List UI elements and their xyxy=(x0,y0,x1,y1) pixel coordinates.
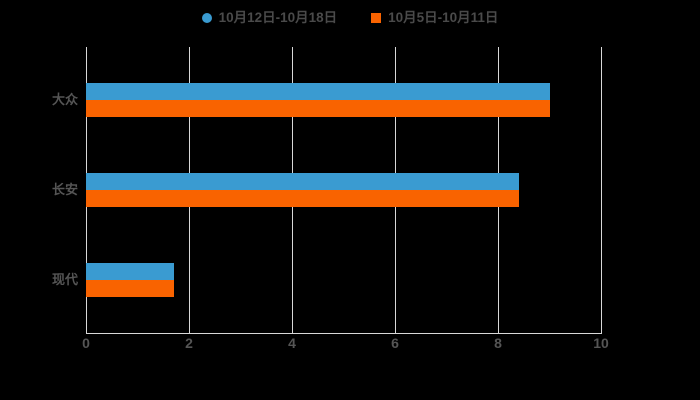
x-axis-tick-label-4: 8 xyxy=(494,335,502,351)
legend-circle-marker-icon xyxy=(201,13,212,23)
bar[interactable] xyxy=(86,263,174,280)
tick-mark xyxy=(86,326,87,333)
y-axis-label-0: 大众 xyxy=(51,92,78,107)
gridline xyxy=(601,47,602,333)
legend-label-series-1: 10月12日-10月18日 xyxy=(218,10,338,26)
y-axis-label-2: 现代 xyxy=(51,272,78,287)
tick-mark xyxy=(189,326,190,333)
x-axis-tick-label-5: 10 xyxy=(593,335,609,351)
legend-item-series-1[interactable]: 10月12日-10月18日 xyxy=(201,10,338,26)
chart-legend: 10月12日-10月18日 10月5日-10月11日 xyxy=(0,6,700,30)
y-axis-label-1: 长安 xyxy=(51,182,78,197)
legend-item-series-2[interactable]: 10月5日-10月11日 xyxy=(371,11,498,25)
tick-mark xyxy=(601,326,602,333)
x-axis-tick-label-1: 2 xyxy=(185,335,193,351)
bar[interactable] xyxy=(86,83,550,100)
tick-mark xyxy=(395,326,396,333)
legend-label-series-2: 10月5日-10月11日 xyxy=(388,10,499,26)
tick-mark xyxy=(292,326,293,333)
x-axis-tick-label-2: 4 xyxy=(288,335,296,351)
bar[interactable] xyxy=(86,280,174,297)
x-axis-line xyxy=(86,333,602,334)
legend-square-marker-icon xyxy=(371,13,382,23)
plot-area xyxy=(86,47,602,333)
bar[interactable] xyxy=(86,190,519,207)
bar[interactable] xyxy=(86,100,550,117)
x-axis-tick-label-3: 6 xyxy=(391,335,399,351)
tick-mark xyxy=(498,326,499,333)
x-axis-tick-label-0: 0 xyxy=(82,335,90,351)
bar[interactable] xyxy=(86,173,519,190)
